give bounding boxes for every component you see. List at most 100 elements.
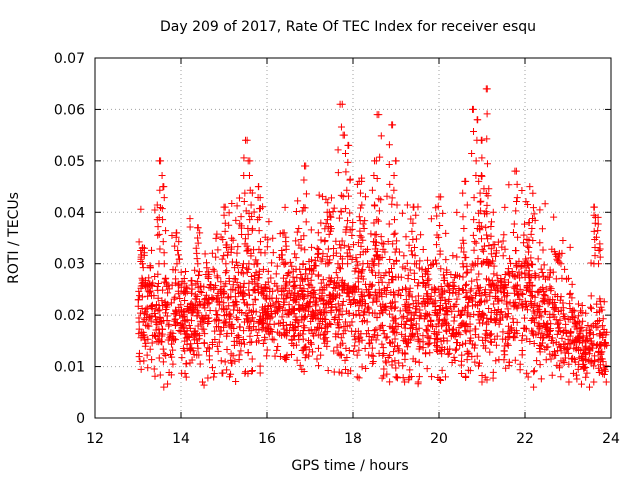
data-point [368, 351, 376, 359]
data-point [372, 326, 380, 334]
data-point [356, 189, 364, 197]
data-point [468, 150, 476, 158]
data-point [330, 244, 338, 252]
data-point [402, 233, 410, 241]
data-point [339, 330, 347, 338]
data-point [497, 274, 505, 282]
data-point [441, 318, 449, 326]
data-point [513, 180, 521, 188]
data-point [329, 208, 337, 216]
data-point [411, 276, 419, 284]
y-tick-label: 0.05 [54, 154, 85, 170]
data-point [601, 339, 609, 347]
data-point [536, 348, 544, 356]
data-point [487, 315, 495, 323]
data-point [511, 334, 519, 342]
data-point [340, 241, 348, 249]
data-point [317, 219, 325, 227]
data-point [367, 282, 375, 290]
data-point [256, 316, 264, 324]
data-point [538, 268, 546, 276]
data-point [561, 265, 569, 273]
data-point [269, 249, 277, 257]
data-point [527, 316, 535, 324]
data-point [228, 258, 236, 266]
data-point [475, 219, 483, 227]
data-point [594, 227, 602, 235]
data-point [482, 189, 490, 197]
data-point [248, 314, 256, 322]
data-point [342, 205, 350, 213]
data-point [306, 264, 314, 272]
data-point [293, 228, 301, 236]
data-point [236, 282, 244, 290]
data-point [460, 239, 468, 247]
data-point [375, 207, 383, 215]
data-point [534, 307, 542, 315]
data-point [513, 287, 521, 295]
data-point [212, 282, 220, 290]
data-point [342, 168, 350, 176]
data-point [478, 136, 486, 144]
data-point [431, 288, 439, 296]
data-point [382, 357, 390, 365]
data-point [335, 264, 343, 272]
data-point [454, 307, 462, 315]
data-point [414, 282, 422, 290]
data-point [322, 195, 330, 203]
data-point [357, 204, 365, 212]
data-point [511, 246, 519, 254]
data-point [299, 346, 307, 354]
data-point [344, 260, 352, 268]
data-point [433, 260, 441, 268]
data-point [246, 186, 254, 194]
data-point [324, 367, 332, 375]
data-point [300, 322, 308, 330]
data-point [299, 277, 307, 285]
data-point [424, 270, 432, 278]
data-point [373, 251, 381, 259]
data-point [271, 280, 279, 288]
data-point [441, 310, 449, 318]
data-point [161, 309, 169, 317]
data-point [480, 247, 488, 255]
data-point [589, 340, 597, 348]
data-point [193, 351, 201, 359]
data-point [556, 324, 564, 332]
data-point [513, 194, 521, 202]
data-point [483, 331, 491, 339]
data-point [510, 303, 518, 311]
data-point [305, 257, 313, 265]
data-point [417, 231, 425, 239]
data-point [542, 308, 550, 316]
data-point [245, 306, 253, 314]
data-point [274, 303, 282, 311]
data-point [337, 334, 345, 342]
data-point [233, 298, 241, 306]
data-point [468, 277, 476, 285]
data-point [408, 227, 416, 235]
data-point [557, 347, 565, 355]
data-point [478, 378, 486, 386]
data-point [475, 362, 483, 370]
data-point [596, 297, 604, 305]
data-point [436, 375, 444, 383]
data-point [383, 283, 391, 291]
data-point [436, 222, 444, 230]
data-point [556, 316, 564, 324]
data-point [370, 219, 378, 227]
data-point [540, 297, 548, 305]
data-point [352, 282, 360, 290]
data-point [179, 313, 187, 321]
data-point [540, 290, 548, 298]
data-point [460, 224, 468, 232]
data-point [148, 292, 156, 300]
data-point [284, 290, 292, 298]
data-point [180, 324, 188, 332]
data-point [603, 328, 611, 336]
data-point [478, 260, 486, 268]
data-point [594, 356, 602, 364]
data-point [431, 256, 439, 264]
data-point [243, 242, 251, 250]
data-point [538, 298, 546, 306]
